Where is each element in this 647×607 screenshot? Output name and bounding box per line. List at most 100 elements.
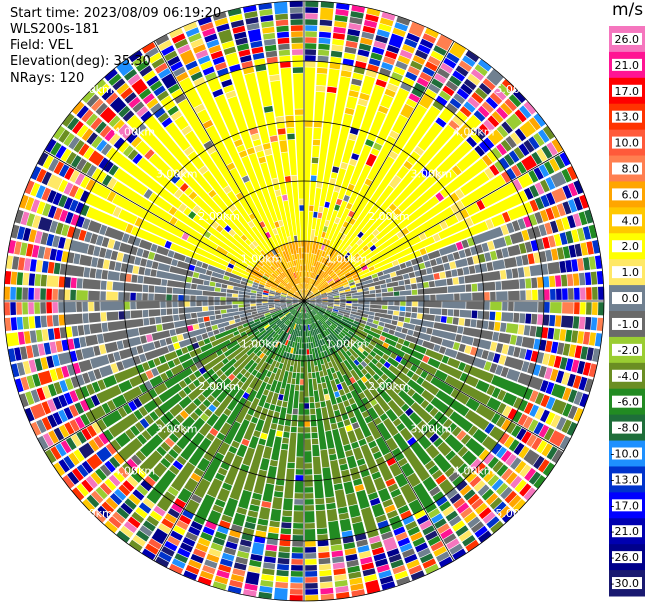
range-gate (65, 437, 77, 451)
range-gate (534, 197, 545, 210)
range-gate (380, 94, 394, 109)
range-gate (122, 253, 130, 263)
range-gate (280, 315, 285, 320)
range-gate (228, 373, 236, 381)
colorbar-tick-label: 0.0 (622, 292, 640, 305)
range-gate (359, 262, 394, 280)
range-gate (352, 422, 360, 430)
range-gate (285, 277, 294, 287)
range-gate (293, 272, 297, 279)
range-gate (208, 44, 222, 54)
range-gate (318, 546, 330, 553)
range-gate (304, 487, 314, 493)
range-gate (247, 279, 254, 284)
range-gate (459, 106, 472, 118)
range-gate (428, 281, 435, 288)
range-gate (330, 314, 352, 328)
range-gate (191, 283, 197, 290)
range-gate (89, 323, 103, 334)
range-gate (229, 167, 263, 223)
range-gate (385, 437, 398, 451)
range-gate (82, 498, 95, 512)
range-gate (547, 261, 561, 275)
range-gate (592, 348, 600, 362)
range-gate (244, 295, 250, 298)
range-gate (533, 422, 544, 435)
range-gate (281, 522, 292, 529)
range-gate (139, 418, 150, 429)
range-gate (425, 530, 438, 541)
range-gate (258, 438, 266, 446)
range-gate (561, 372, 570, 386)
range-gate (178, 301, 184, 307)
range-gate (453, 309, 460, 317)
range-gate (471, 498, 484, 510)
range-gate (52, 192, 63, 206)
range-gate (388, 77, 401, 87)
range-gate (320, 1, 334, 9)
range-gate (384, 504, 396, 514)
range-gate (220, 462, 230, 471)
range-gate (236, 507, 248, 515)
range-gate (292, 372, 297, 379)
range-gate (301, 349, 304, 355)
range-gate (361, 410, 370, 419)
range-gate (301, 253, 304, 259)
range-gate (30, 182, 41, 197)
colorbar-tick-label: -10.0 (611, 448, 639, 461)
range-gate (491, 478, 504, 491)
range-gate (190, 553, 204, 564)
range-gate (145, 47, 159, 59)
range-gate (144, 149, 155, 160)
range-gate (489, 92, 503, 105)
range-gate (34, 288, 40, 300)
range-gate (339, 290, 357, 296)
range-gate (513, 397, 523, 409)
range-gate (376, 422, 392, 441)
range-gate (461, 239, 469, 249)
range-gate (29, 330, 37, 343)
range-gate (158, 39, 172, 51)
range-gate (192, 324, 200, 330)
range-gate (304, 325, 306, 331)
range-gate (269, 135, 278, 143)
range-gate (422, 314, 435, 321)
range-gate (270, 286, 288, 295)
azimuth-line (153, 40, 455, 562)
range-gate (277, 128, 286, 135)
range-gate (258, 394, 267, 407)
range-gate (69, 419, 80, 432)
range-gate (131, 78, 148, 95)
velocity-ray (304, 166, 578, 301)
range-gate (97, 333, 104, 344)
range-gate (282, 401, 288, 408)
range-gate (118, 209, 138, 225)
range-gate (30, 421, 42, 436)
range-gate (246, 282, 253, 287)
range-gate (411, 312, 417, 319)
range-gate (304, 289, 306, 295)
range-gate (294, 499, 304, 505)
range-gate (361, 279, 374, 286)
range-gate (349, 376, 356, 384)
range-gate (562, 246, 571, 259)
range-gate (214, 499, 226, 508)
range-gate (151, 528, 168, 545)
range-gate (533, 475, 546, 489)
range-gate (188, 66, 201, 76)
range-gate (329, 62, 341, 70)
range-gate (249, 504, 260, 512)
range-gate (202, 565, 216, 575)
range-gate (378, 569, 392, 579)
range-gate (74, 187, 85, 200)
range-gate (304, 451, 312, 463)
range-gate (414, 325, 421, 332)
range-gate (519, 105, 532, 119)
range-gate (171, 461, 196, 492)
range-gate (176, 455, 187, 466)
range-label: 1.00km (326, 337, 368, 350)
colorbar-tick-label: -2.0 (618, 344, 639, 357)
range-gate (121, 233, 130, 243)
range-gate (223, 421, 241, 445)
range-gate (513, 346, 521, 358)
